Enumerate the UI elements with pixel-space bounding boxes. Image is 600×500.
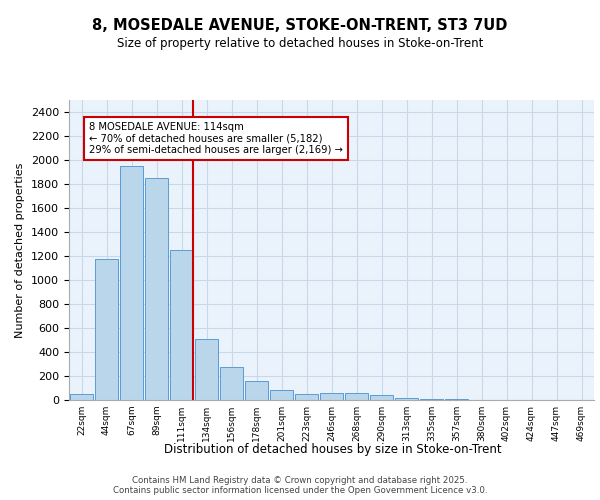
Bar [395,398,418,400]
Bar [320,394,343,400]
Text: Size of property relative to detached houses in Stoke-on-Trent: Size of property relative to detached ho… [117,38,483,51]
Text: 8 MOSEDALE AVENUE: 114sqm
← 70% of detached houses are smaller (5,182)
29% of se: 8 MOSEDALE AVENUE: 114sqm ← 70% of detac… [89,122,343,155]
Bar [345,393,368,400]
Bar [70,394,93,400]
Bar [170,250,193,400]
Bar [195,339,218,400]
Bar [145,178,168,400]
Y-axis label: Number of detached properties: Number of detached properties [16,162,25,338]
Bar [295,394,318,400]
Bar [370,396,393,400]
Text: Contains HM Land Registry data © Crown copyright and database right 2025.
Contai: Contains HM Land Registry data © Crown c… [113,476,487,495]
Text: Distribution of detached houses by size in Stoke-on-Trent: Distribution of detached houses by size … [164,442,502,456]
Bar [120,166,143,400]
Bar [245,382,268,400]
Bar [270,390,293,400]
Text: 8, MOSEDALE AVENUE, STOKE-ON-TRENT, ST3 7UD: 8, MOSEDALE AVENUE, STOKE-ON-TRENT, ST3 … [92,18,508,32]
Bar [420,399,443,400]
Bar [95,259,118,400]
Bar [220,367,243,400]
